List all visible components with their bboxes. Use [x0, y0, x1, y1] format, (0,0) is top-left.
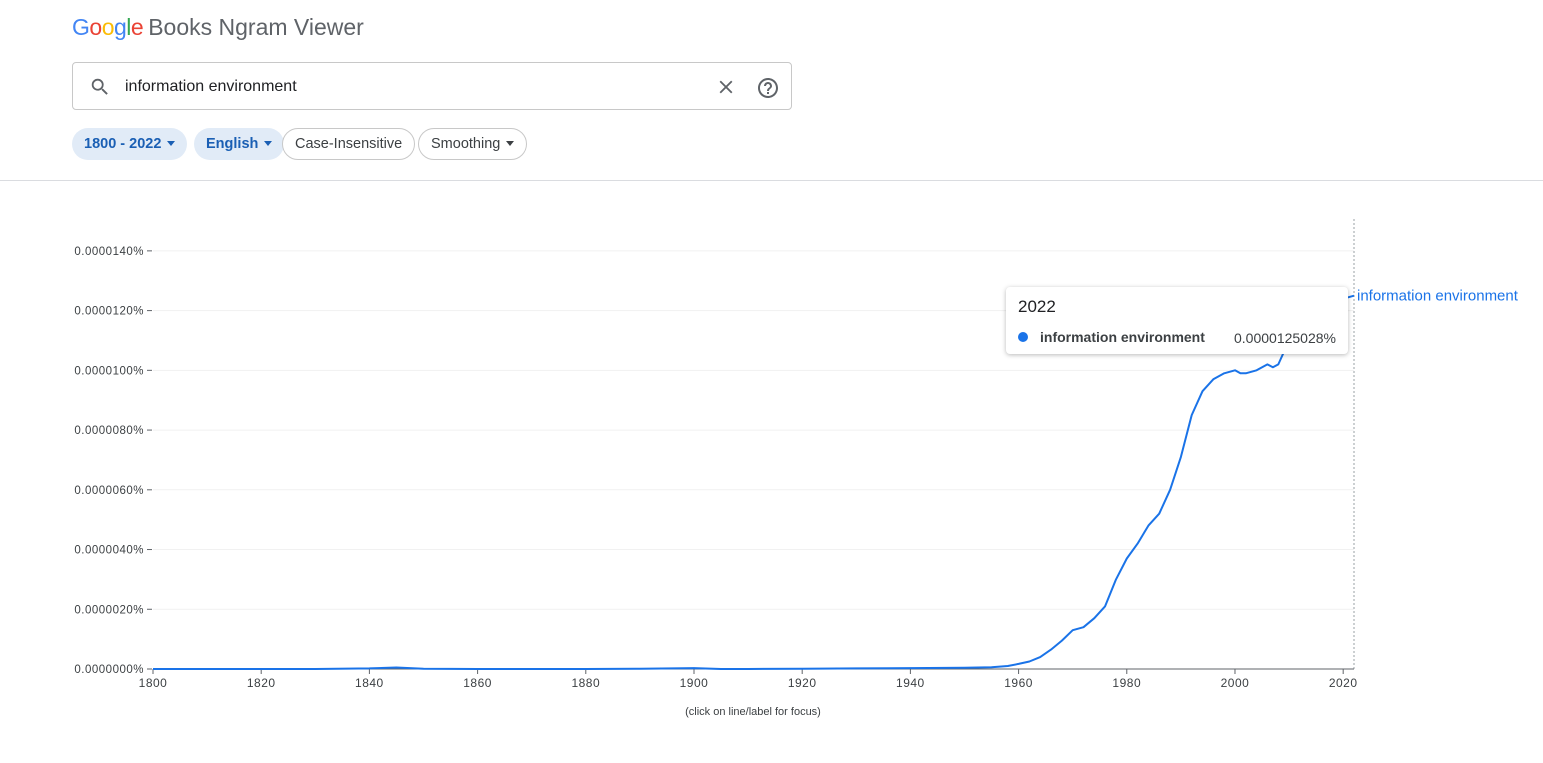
y-tick-label: 0.0000020%	[74, 604, 144, 616]
search-icon[interactable]	[89, 76, 111, 98]
x-tick-label: 1920	[788, 676, 817, 690]
logo-letter-o1: o	[89, 14, 102, 40]
close-icon[interactable]	[715, 76, 737, 98]
x-tick-label: 1900	[680, 676, 709, 690]
case-insensitive-label: Case-Insensitive	[295, 136, 403, 152]
hover-tooltip: 2022 information environment 0.000012502…	[1006, 287, 1348, 354]
tooltip-series-dot	[1018, 332, 1028, 342]
header-divider	[0, 180, 1543, 181]
x-tick-label: 1960	[1004, 676, 1033, 690]
x-tick-label: 1840	[355, 676, 384, 690]
x-tick-label: 1880	[571, 676, 600, 690]
y-tick-label: 0.0000080%	[74, 425, 144, 437]
y-tick-label: 0.0000000%	[74, 664, 144, 676]
logo-letter-g1: G	[72, 14, 90, 40]
logo-letter-g2: g	[113, 14, 127, 40]
app-title: Books Ngram Viewer	[148, 14, 364, 40]
help-icon[interactable]	[756, 76, 780, 100]
chevron-down-icon	[506, 141, 515, 146]
x-tick-label: 2020	[1329, 676, 1358, 690]
year-range-label: 1800 - 2022	[84, 136, 162, 152]
smoothing-dropdown[interactable]: Smoothing	[418, 128, 528, 160]
google-books-logo[interactable]: Google Books Ngram Viewer	[72, 14, 364, 44]
corpus-label: English	[206, 136, 259, 152]
y-tick-label: 0.0000120%	[74, 306, 144, 318]
search-input[interactable]	[125, 75, 685, 99]
y-tick-label: 0.0000140%	[74, 246, 144, 258]
x-tick-label: 2000	[1221, 676, 1250, 690]
chevron-down-icon	[264, 141, 273, 146]
tooltip-value: 0.0000125028%	[1234, 330, 1336, 346]
chart-footnote: (click on line/label for focus)	[685, 706, 821, 718]
corpus-dropdown[interactable]: English	[194, 128, 285, 160]
y-tick-label: 0.0000100%	[74, 365, 144, 377]
tooltip-year: 2022	[1018, 297, 1056, 316]
case-insensitive-toggle[interactable]: Case-Insensitive	[282, 128, 416, 160]
logo-letter-e: e	[130, 14, 144, 40]
chevron-down-icon	[167, 141, 176, 146]
year-range-dropdown[interactable]: 1800 - 2022	[72, 128, 188, 160]
x-tick-label: 1940	[896, 676, 925, 690]
x-tick-label: 1860	[463, 676, 492, 690]
tooltip-series-name: information environment	[1040, 329, 1205, 345]
ngram-chart: 0.0000000% 0.0000020% 0.0000040% 0.0000060%…	[74, 219, 1519, 718]
search-box	[72, 62, 792, 110]
smoothing-label: Smoothing	[431, 136, 501, 152]
y-tick-label: 0.0000040%	[74, 545, 144, 557]
logo-letter-o2: o	[101, 14, 115, 40]
x-tick-label: 1820	[247, 676, 276, 690]
logo-letter-l: l	[126, 14, 131, 40]
x-tick-label: 1800	[139, 676, 168, 690]
y-tick-label: 0.0000060%	[74, 485, 144, 497]
series-line[interactable]	[153, 294, 1355, 670]
series-label[interactable]: information environment	[1357, 288, 1519, 305]
x-tick-label: 1980	[1112, 676, 1141, 690]
